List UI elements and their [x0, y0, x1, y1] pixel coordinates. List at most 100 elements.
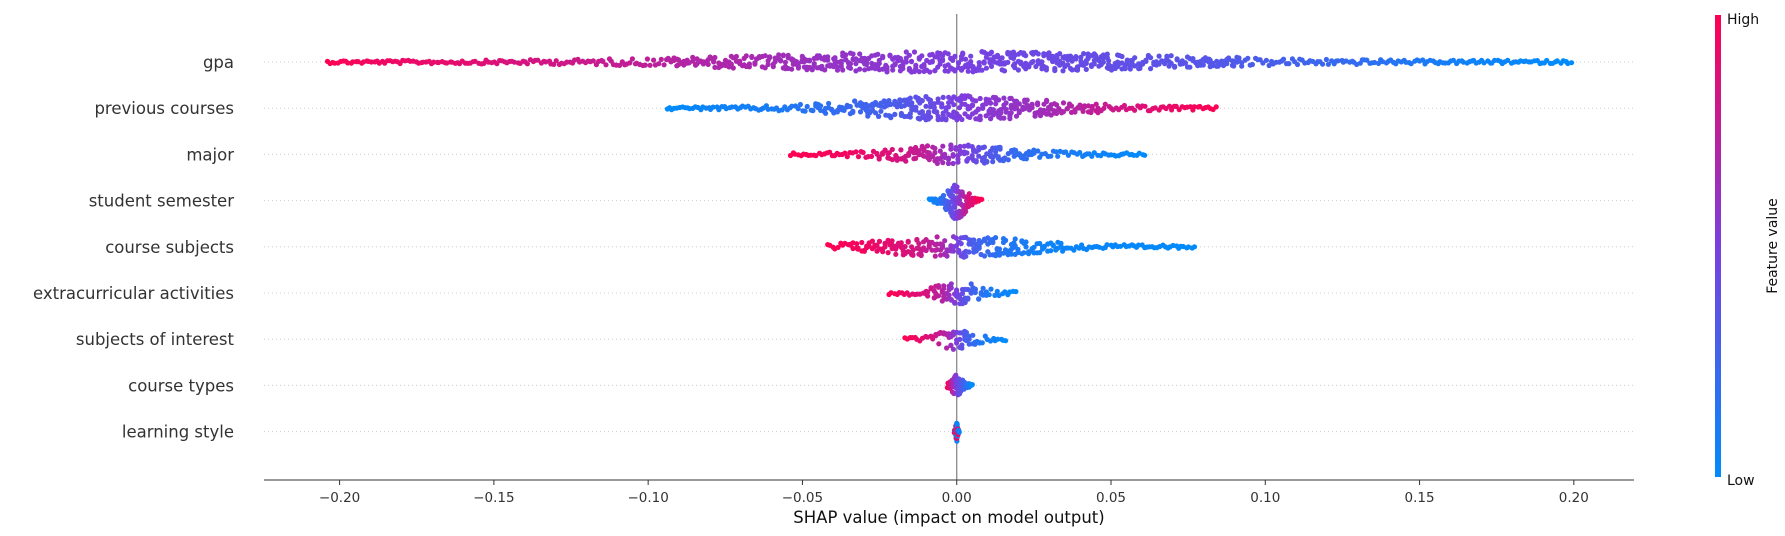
data-point [941, 285, 947, 292]
data-point [1055, 153, 1061, 159]
data-point [743, 53, 749, 59]
data-point [1554, 58, 1560, 64]
data-point [1132, 55, 1138, 61]
data-point [710, 104, 716, 110]
data-point [600, 58, 606, 64]
data-point [1008, 95, 1014, 101]
data-point [627, 60, 633, 66]
data-point [1213, 104, 1219, 110]
data-point [952, 300, 958, 306]
data-point [1031, 147, 1037, 153]
data-point [1100, 52, 1106, 58]
x-tick-label: 0.15 [1405, 490, 1435, 506]
data-point [1245, 55, 1251, 61]
data-point [1191, 244, 1198, 250]
data-point [889, 146, 895, 153]
data-point [1057, 51, 1063, 57]
data-point [776, 52, 782, 58]
data-point [1408, 61, 1414, 67]
data-point [1156, 53, 1162, 59]
data-point [810, 108, 816, 114]
data-point [1052, 67, 1058, 74]
data-point [963, 209, 969, 215]
data-point [876, 113, 882, 119]
data-point [850, 108, 856, 114]
data-point [935, 96, 941, 102]
data-point [956, 197, 963, 203]
data-point [853, 149, 859, 155]
data-point [944, 253, 950, 259]
data-point [749, 53, 755, 60]
data-point [945, 156, 952, 162]
data-point [885, 237, 891, 243]
data-point [872, 110, 879, 116]
feature-label: course types [128, 376, 234, 395]
data-point [983, 65, 990, 71]
data-point [988, 49, 995, 55]
data-point [905, 239, 911, 245]
data-point [910, 247, 916, 253]
data-point [1093, 52, 1099, 59]
data-point [1148, 55, 1154, 61]
data-point [948, 342, 954, 348]
data-point [1239, 63, 1245, 69]
data-point [957, 143, 963, 150]
data-point [869, 238, 876, 244]
data-point [955, 60, 962, 66]
feature-row-points [944, 372, 975, 398]
data-point [1102, 101, 1108, 107]
data-point [1260, 60, 1266, 66]
data-point [789, 66, 795, 72]
data-point [1142, 152, 1148, 158]
data-point [934, 109, 940, 115]
data-point [1065, 62, 1071, 68]
data-point [977, 95, 983, 102]
data-point [728, 61, 734, 67]
data-point [1073, 54, 1079, 60]
data-point [959, 290, 966, 297]
data-point [924, 143, 931, 149]
data-point [934, 234, 940, 240]
x-tick-label: 0.00 [942, 490, 972, 506]
data-point [979, 340, 985, 346]
data-point [1050, 53, 1056, 59]
data-point [1068, 103, 1075, 109]
data-point [844, 154, 850, 160]
data-point [930, 153, 936, 160]
data-point [789, 103, 795, 109]
x-tick-label: 0.20 [1559, 490, 1589, 506]
data-point [971, 237, 977, 243]
data-point [1081, 51, 1087, 57]
data-point [914, 236, 920, 243]
data-point [590, 58, 596, 64]
data-point [860, 149, 866, 156]
data-point [955, 159, 961, 165]
feature-row-points [926, 182, 985, 221]
data-point [857, 109, 864, 115]
data-point [629, 56, 636, 62]
data-point [909, 106, 915, 112]
data-point [1023, 244, 1029, 250]
data-point [746, 61, 753, 67]
feature-label: extracurricular activities [33, 284, 234, 303]
data-point [705, 61, 711, 67]
data-point [852, 98, 858, 104]
data-point [1119, 53, 1125, 60]
data-point [1143, 58, 1149, 64]
data-point [1080, 108, 1086, 114]
data-point [1335, 58, 1341, 64]
colorbar-gradient [1715, 15, 1721, 477]
data-point [806, 58, 813, 64]
data-point [843, 52, 849, 58]
beeswarm-points [324, 49, 1575, 444]
data-point [880, 55, 886, 61]
data-point [913, 155, 919, 161]
data-point [948, 146, 954, 152]
data-point [656, 61, 662, 67]
data-point [1187, 64, 1193, 70]
feature-label: learning style [122, 423, 234, 442]
data-point [943, 116, 949, 122]
data-point [986, 292, 992, 298]
data-point [1100, 59, 1106, 65]
data-point [939, 298, 945, 304]
